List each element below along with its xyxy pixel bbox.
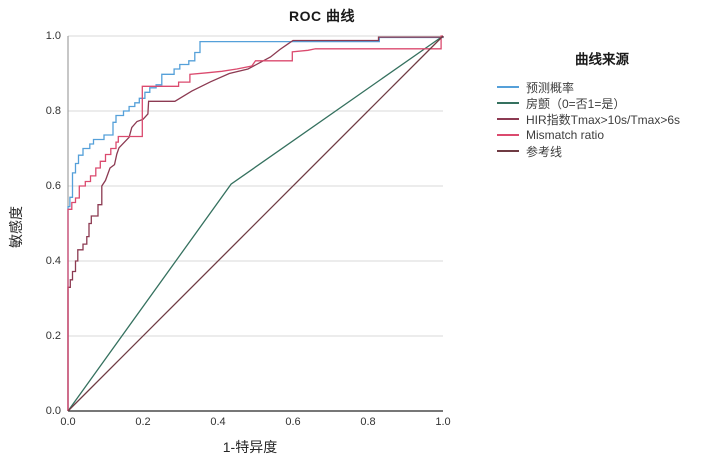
legend-swatch-line [497, 134, 519, 136]
roc-curve-房颤（0=否1=是） [67, 35, 444, 412]
legend-item-label: Mismatch ratio [526, 128, 605, 142]
y-axis-title: 敏感度 [8, 206, 24, 248]
legend-item-label: HIR指数Tmax>10s/Tmax>6s [526, 112, 681, 127]
roc-curve-参考线 [67, 35, 444, 412]
legend-item: HIR指数Tmax>10s/Tmax>6s [497, 111, 705, 127]
chart-title: ROC 曲线 [289, 8, 355, 24]
roc-curve-Mismatch ratio [67, 35, 443, 411]
roc-curve-HIR指数Tmax>10s/Tmax>6s [67, 36, 444, 411]
legend-swatch-line [497, 150, 519, 152]
legend-item: 参考线 [497, 143, 705, 159]
roc-curve-预测概率 [67, 36, 444, 411]
legend-item-label: 房颤（0=否1=是） [526, 96, 626, 111]
legend-item-label: 预测概率 [526, 80, 575, 95]
x-tick-label: 0.2 [135, 416, 151, 428]
legend-swatch-line [497, 102, 519, 104]
y-tick-label: 1.0 [45, 30, 61, 42]
legend-item: Mismatch ratio [497, 127, 705, 143]
y-tick-label: 0.8 [45, 105, 61, 117]
y-tick-label: 0.4 [45, 255, 61, 267]
y-tick-label: 0.6 [45, 180, 61, 192]
x-tick-label: 1.0 [435, 416, 451, 428]
legend-swatch-line [497, 86, 519, 88]
legend-title: 曲线来源 [575, 52, 629, 67]
legend-item: 房颤（0=否1=是） [497, 95, 705, 111]
y-tick-label: 0.0 [45, 405, 61, 417]
x-tick-label: 0.8 [360, 416, 376, 428]
y-tick-label: 0.2 [45, 330, 61, 342]
x-tick-label: 0.4 [210, 416, 226, 428]
x-tick-label: 0.0 [60, 416, 76, 428]
x-tick-label: 0.6 [285, 416, 301, 428]
legend-item-label: 参考线 [526, 144, 563, 159]
legend: 曲线来源 预测概率 房颤（0=否1=是） HIR指数Tmax>10s/Tmax>… [497, 48, 705, 159]
x-axis-title: 1-特异度 [222, 439, 278, 455]
legend-swatch-line [497, 118, 519, 120]
legend-item: 预测概率 [497, 79, 705, 95]
